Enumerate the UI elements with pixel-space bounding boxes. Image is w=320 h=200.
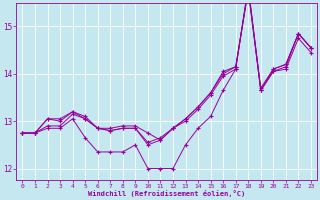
X-axis label: Windchill (Refroidissement éolien,°C): Windchill (Refroidissement éolien,°C) (88, 190, 245, 197)
